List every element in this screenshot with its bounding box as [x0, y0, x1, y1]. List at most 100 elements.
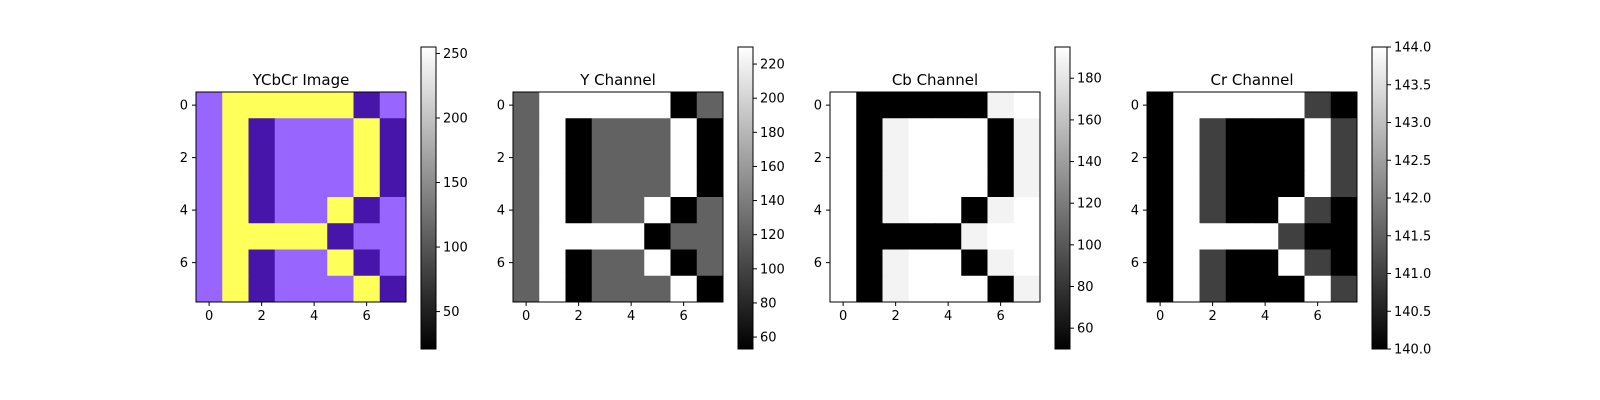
colorbar-tick-label: 160 — [760, 160, 785, 175]
heatmap-cell — [987, 118, 1015, 145]
heatmap-cell — [301, 223, 328, 250]
heatmap-cell — [618, 92, 645, 119]
colorbar-tick-label: 80 — [760, 296, 777, 311]
heatmap-cell — [274, 170, 302, 198]
heatmap-cell — [196, 92, 223, 119]
heatmap-cell — [1330, 92, 1358, 119]
heatmap-cell — [856, 170, 883, 198]
heatmap-cell — [353, 249, 381, 277]
x-tick-label: 4 — [944, 309, 952, 324]
heatmap-cell — [1225, 197, 1253, 224]
heatmap-cell — [196, 118, 223, 145]
x-tick-label: 6 — [996, 309, 1004, 324]
colorbar-tick-label: 160 — [1077, 113, 1102, 128]
heatmap-cell — [830, 197, 857, 224]
heatmap-cell — [908, 118, 936, 145]
heatmap-cell — [539, 144, 566, 172]
heatmap-cell — [696, 92, 724, 119]
heatmap-cell — [248, 118, 276, 145]
colorbar-tick-label: 144.0 — [1394, 41, 1431, 56]
heatmap-cell — [830, 223, 857, 250]
heatmap-cell — [882, 118, 910, 145]
heatmap-cell — [1330, 170, 1358, 198]
heatmap-cell — [987, 92, 1015, 119]
heatmap-cell — [591, 144, 619, 172]
heatmap-cell — [274, 197, 302, 224]
heatmap-cell — [565, 275, 593, 303]
heatmap-cell — [274, 118, 302, 145]
heatmap-cell — [1013, 92, 1041, 119]
heatmap-cell — [1173, 144, 1200, 172]
heatmap-cell — [1173, 170, 1200, 198]
heatmap-cell — [379, 275, 407, 303]
heatmap-cell — [935, 92, 962, 119]
x-tick-label: 2 — [891, 309, 899, 324]
heatmap-cell — [908, 223, 936, 250]
heatmap-cell — [1013, 249, 1041, 277]
heatmap-cell — [327, 197, 354, 224]
colorbar — [1371, 46, 1388, 350]
heatmap-cell — [591, 223, 619, 250]
heatmap-cell — [513, 170, 540, 198]
colorbar-tick-label: 143.5 — [1394, 78, 1431, 93]
heatmap-cell — [644, 275, 671, 303]
colorbar — [420, 46, 437, 350]
heatmap-cell — [248, 144, 276, 172]
heatmap-cell — [513, 92, 540, 119]
colorbar-tick-label: 200 — [443, 111, 468, 126]
heatmap-cell — [539, 249, 566, 277]
y-tick-label: 2 — [814, 151, 822, 166]
y-tick-label: 2 — [497, 151, 505, 166]
y-tick-label: 4 — [497, 204, 505, 219]
x-tick-label: 2 — [574, 309, 582, 324]
heatmap-cell — [1199, 223, 1227, 250]
y-tick-label: 0 — [180, 99, 188, 114]
heatmap-cell — [327, 275, 354, 303]
heatmap-cell — [618, 275, 645, 303]
heatmap-cell — [353, 118, 381, 145]
heatmap-cell — [513, 249, 540, 277]
heatmap-cell — [961, 275, 988, 303]
x-tick-label: 0 — [1156, 309, 1164, 324]
heatmap-cell — [1278, 144, 1305, 172]
plot-frame — [512, 91, 724, 303]
heatmap-cell — [248, 197, 276, 224]
heatmap-cell — [670, 223, 698, 250]
heatmap-cell — [1304, 197, 1332, 224]
x-tick-label: 0 — [205, 309, 213, 324]
heatmap-cell — [644, 170, 671, 198]
heatmap-cell — [539, 118, 566, 145]
heatmap-cell — [830, 170, 857, 198]
plot-frame — [829, 91, 1041, 303]
heatmap-cell — [670, 249, 698, 277]
colorbar-tick-label: 220 — [760, 58, 785, 73]
colorbar-tick-label: 143.0 — [1394, 116, 1431, 131]
heatmap-cell — [327, 249, 354, 277]
colorbar-tick-label: 100 — [443, 241, 468, 256]
heatmap-cell — [222, 118, 249, 145]
heatmap-cell — [830, 118, 857, 145]
heatmap-cell — [618, 118, 645, 145]
heatmap-cell — [591, 118, 619, 145]
heatmap-cell — [1304, 275, 1332, 303]
heatmap-cell — [353, 197, 381, 224]
heatmap-cell — [379, 249, 407, 277]
heatmap-cell — [1278, 275, 1305, 303]
heatmap-cell — [856, 249, 883, 277]
heatmap-cell — [908, 275, 936, 303]
heatmap-cell — [379, 92, 407, 119]
heatmap-cell — [1199, 275, 1227, 303]
heatmap-cell — [565, 249, 593, 277]
heatmap-cell — [670, 92, 698, 119]
heatmap-cell — [1278, 249, 1305, 277]
heatmap-cell — [1147, 275, 1174, 303]
heatmap-cell — [1330, 144, 1358, 172]
heatmap-cell — [1199, 92, 1227, 119]
heatmap-cell — [696, 275, 724, 303]
heatmap-cell — [935, 223, 962, 250]
heatmap-cell — [1199, 249, 1227, 277]
heatmap-cell — [644, 197, 671, 224]
x-tick-label: 6 — [362, 309, 370, 324]
heatmap-cell — [353, 144, 381, 172]
